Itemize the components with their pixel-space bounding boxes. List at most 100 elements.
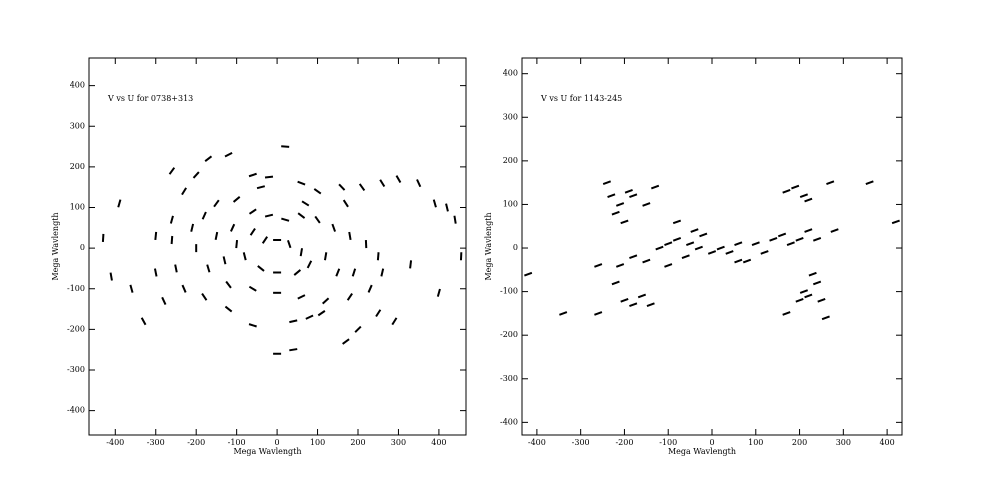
uv-point bbox=[453, 215, 457, 224]
uv-point bbox=[672, 236, 682, 242]
uv-point bbox=[297, 180, 306, 186]
uv-point bbox=[637, 293, 647, 299]
uv-point bbox=[305, 314, 314, 320]
uv-point bbox=[348, 231, 352, 241]
x-tick-label: 100 bbox=[310, 438, 325, 447]
uv-point bbox=[358, 183, 366, 192]
x-tick-label: -300 bbox=[572, 438, 590, 447]
uv-point bbox=[161, 296, 167, 305]
uv-point bbox=[322, 297, 330, 305]
y-tick-label: -100 bbox=[67, 284, 85, 293]
uv-point bbox=[782, 189, 791, 194]
uv-point bbox=[734, 241, 743, 246]
uv-point bbox=[306, 260, 313, 269]
uv-point bbox=[342, 199, 349, 208]
x-tick-label: -200 bbox=[187, 438, 205, 447]
x-tick-label: -100 bbox=[659, 438, 677, 447]
uv-point bbox=[129, 284, 134, 293]
uv-point bbox=[624, 189, 633, 194]
uv-point bbox=[354, 325, 362, 333]
y-tick-label: -400 bbox=[67, 406, 85, 415]
y-axis-label: Mega Wavlength bbox=[484, 212, 493, 280]
uv-point bbox=[230, 223, 236, 232]
uv-point bbox=[524, 271, 533, 277]
y-axis-label: Mega Wavlength bbox=[51, 212, 60, 280]
uv-point bbox=[416, 179, 422, 188]
uv-point bbox=[367, 284, 373, 293]
y-tick-label: 200 bbox=[503, 156, 518, 165]
uv-point bbox=[655, 245, 664, 251]
uv-point bbox=[602, 180, 612, 185]
annotation: V vs U for 1143-245 bbox=[540, 94, 622, 103]
uv-point bbox=[642, 258, 651, 264]
x-axis-label: Mega Wavlength bbox=[233, 447, 301, 456]
uv-point bbox=[594, 311, 603, 316]
uv-point bbox=[297, 294, 306, 300]
x-tick-label: -400 bbox=[528, 438, 546, 447]
uv-point bbox=[611, 280, 620, 286]
uv-point bbox=[140, 317, 147, 326]
uv-point bbox=[242, 252, 247, 261]
uv-point bbox=[664, 263, 673, 268]
uv-point bbox=[672, 219, 682, 225]
uv-point bbox=[379, 179, 386, 188]
uv-point bbox=[342, 338, 350, 345]
uv-point bbox=[181, 284, 187, 293]
uv-point bbox=[808, 271, 817, 277]
uv-point bbox=[594, 263, 603, 268]
uv-point bbox=[707, 250, 717, 255]
uv-point bbox=[782, 311, 791, 316]
uv-point bbox=[192, 171, 200, 179]
uv-point bbox=[686, 241, 695, 246]
uv-point bbox=[629, 193, 638, 199]
y-tick-label: -200 bbox=[500, 330, 518, 339]
uv-point bbox=[317, 310, 326, 317]
uv-point bbox=[664, 241, 673, 246]
uv-point bbox=[117, 199, 122, 208]
uv-point bbox=[646, 302, 655, 307]
y-tick-label: -400 bbox=[500, 417, 518, 426]
x-axis-label: Mega Wavlength bbox=[668, 447, 736, 456]
x-tick-label: 300 bbox=[836, 438, 851, 447]
y-tick-label: -200 bbox=[67, 324, 85, 333]
uv-point bbox=[642, 202, 651, 207]
uv-point bbox=[293, 269, 302, 276]
uv-point bbox=[206, 264, 211, 273]
uv-point bbox=[716, 245, 725, 251]
uv-point bbox=[795, 236, 804, 242]
uv-point bbox=[201, 292, 208, 301]
uv-point bbox=[812, 236, 822, 242]
uv-point bbox=[248, 323, 257, 328]
uv-point bbox=[699, 232, 708, 238]
uv-point bbox=[376, 252, 380, 261]
uv-point bbox=[264, 213, 274, 218]
x-tick-label: 200 bbox=[350, 438, 365, 447]
uv-point bbox=[391, 317, 398, 326]
uv-point bbox=[620, 298, 629, 303]
uv-point bbox=[287, 239, 292, 249]
uv-point bbox=[248, 285, 257, 292]
uv-point bbox=[224, 151, 233, 158]
uv-point bbox=[201, 211, 207, 220]
x-tick-label: 200 bbox=[792, 438, 807, 447]
uv-point bbox=[257, 265, 265, 272]
uv-point bbox=[432, 199, 437, 208]
uv-point bbox=[694, 245, 703, 251]
annotation: V vs U for 0738+313 bbox=[107, 94, 193, 103]
uv-point bbox=[289, 319, 298, 324]
uv-point bbox=[865, 180, 874, 185]
x-tick-label: 400 bbox=[431, 438, 446, 447]
y-tick-label: 0 bbox=[80, 243, 85, 252]
uv-point bbox=[690, 228, 699, 233]
uv-point bbox=[249, 227, 256, 236]
uv-point bbox=[812, 280, 822, 286]
uv-point bbox=[299, 248, 304, 257]
uv-point bbox=[214, 231, 219, 241]
uv-point bbox=[225, 280, 232, 289]
uv-point bbox=[190, 223, 195, 232]
uv-point bbox=[301, 200, 310, 207]
uv-point bbox=[804, 197, 813, 203]
uv-point bbox=[261, 236, 269, 244]
y-tick-label: -300 bbox=[500, 374, 518, 383]
uv-point bbox=[281, 145, 290, 148]
